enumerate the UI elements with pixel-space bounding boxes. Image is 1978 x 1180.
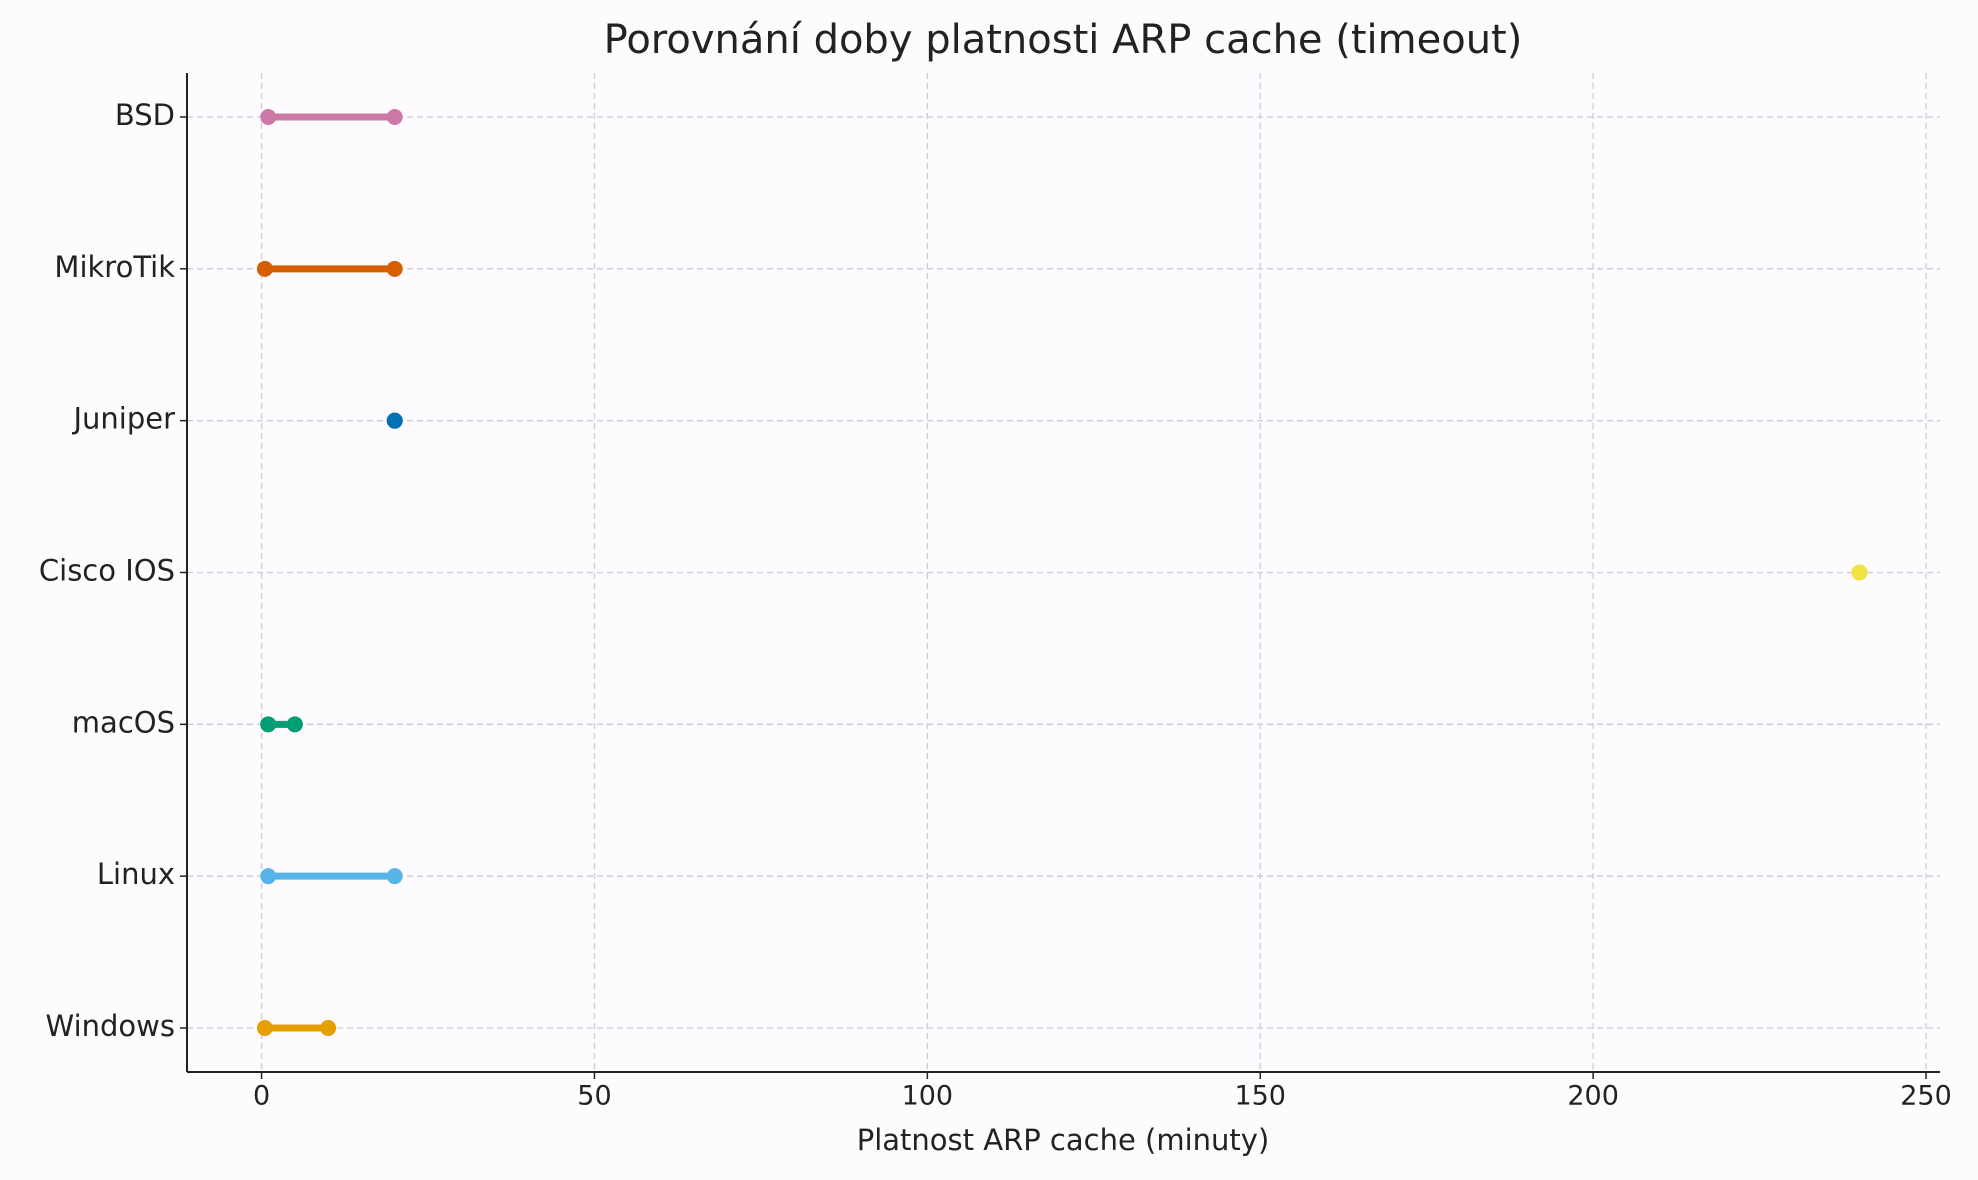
min-dot [260,868,277,885]
chart-title: Porovnání doby platnosti ARP cache (time… [604,17,1523,63]
x-tick-label: 150 [1234,1081,1286,1112]
max-dot [286,716,303,733]
y-tick-label: macOS [72,705,175,739]
max-dot [386,260,403,277]
max-dot [1851,564,1868,581]
min-dot [260,716,277,733]
x-tick-label: 50 [577,1081,611,1112]
y-tick-label: Cisco IOS [39,554,175,588]
x-axis-label: Platnost ARP cache (minuty) [857,1123,1270,1157]
x-tick-label: 200 [1567,1081,1619,1112]
x-tick-label: 0 [253,1081,270,1112]
x-tick-label: 100 [902,1081,954,1112]
y-tick-label: Linux [97,857,175,891]
min-dot [256,1020,273,1036]
y-tick-label: MikroTik [54,250,175,284]
y-tick-label: BSD [115,98,175,132]
y-tick-label: Windows [46,1009,175,1043]
y-tick-label: Juniper [71,402,175,436]
min-dot [256,260,273,277]
max-dot [320,1020,337,1036]
min-dot [260,109,277,125]
max-dot [386,412,403,429]
max-dot [386,868,403,885]
x-tick-label: 250 [1900,1081,1952,1112]
max-dot [386,109,403,125]
